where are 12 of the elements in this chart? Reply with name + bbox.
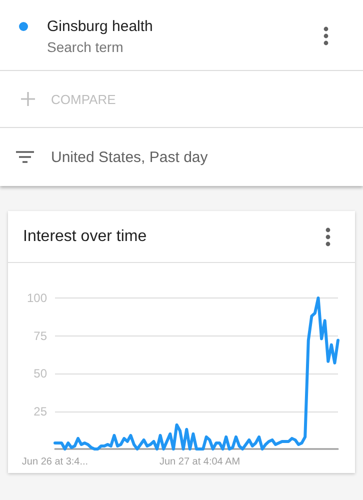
y-tick-label: 50 [34,366,48,380]
x-tick-label: Jun 26 at 3:4... [22,456,88,468]
y-tick-label: 100 [26,291,48,305]
text: Search term [47,39,124,55]
legend-label: Ginsburg health [47,18,153,35]
y-tick-label: 25 [34,404,48,418]
text: United States, Past day [51,148,208,166]
y-tick-label: 75 [34,328,48,343]
text: COMPARE [51,92,116,106]
line-series [54,296,340,450]
chart-title: Interest over time [23,228,147,246]
x-tick-label: Jun 27 at 4:04 AM [159,456,240,468]
